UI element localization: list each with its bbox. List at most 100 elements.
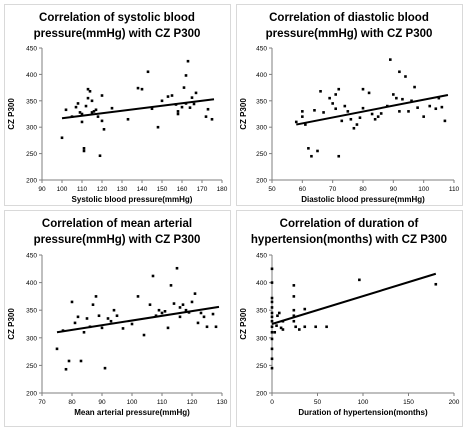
data-point <box>94 295 98 298</box>
y-tick-label: 350 <box>256 308 267 315</box>
data-point <box>410 99 413 103</box>
data-point <box>294 325 297 329</box>
chart-panel: Correlation of duration of hypertension(m… <box>236 210 463 427</box>
y-tick-label: 400 <box>26 72 37 79</box>
y-axis-label: CZ P300 <box>239 98 248 130</box>
data-point <box>404 75 407 78</box>
y-tick-label: 200 <box>26 178 37 185</box>
data-point <box>80 120 84 124</box>
data-point <box>100 119 104 123</box>
x-tick-label: 150 <box>157 186 168 193</box>
data-point <box>301 115 304 118</box>
data-point <box>79 359 83 363</box>
y-tick-label: 450 <box>26 253 37 260</box>
data-point <box>102 128 106 131</box>
data-point <box>156 125 160 129</box>
data-point <box>370 112 374 116</box>
data-point <box>160 99 164 103</box>
y-tick-label: 250 <box>256 151 267 158</box>
data-point <box>270 330 274 334</box>
y-tick-label: 450 <box>256 46 267 53</box>
data-point <box>88 89 92 93</box>
data-point <box>126 117 130 121</box>
y-tick-label: 300 <box>256 125 267 132</box>
data-point <box>214 325 218 329</box>
data-point <box>150 107 154 111</box>
data-point <box>270 337 274 341</box>
panel-border <box>236 4 463 206</box>
data-point <box>292 295 296 298</box>
data-point <box>416 106 419 109</box>
x-tick-label: 100 <box>57 186 68 193</box>
data-point <box>184 74 188 77</box>
y-tick-label: 300 <box>256 335 267 342</box>
data-point <box>130 322 134 326</box>
data-point <box>337 154 341 158</box>
data-point <box>196 321 200 325</box>
data-point <box>85 317 89 320</box>
data-point <box>192 102 196 106</box>
data-point <box>112 308 116 312</box>
y-tick-label: 250 <box>26 151 37 158</box>
data-point <box>160 311 164 315</box>
data-point <box>361 106 365 110</box>
data-point <box>270 366 274 370</box>
y-tick-label: 450 <box>26 46 37 53</box>
data-point <box>270 325 274 329</box>
y-tick-label: 450 <box>256 253 267 260</box>
data-point <box>82 149 86 153</box>
y-tick-label: 250 <box>256 363 267 370</box>
x-tick-label: 130 <box>117 186 128 193</box>
trend-line <box>296 94 449 126</box>
data-point <box>199 311 203 315</box>
chart-title: hypertension(months) with CZ P300 <box>251 234 447 246</box>
data-point <box>355 123 359 126</box>
data-point <box>175 266 179 270</box>
data-point <box>82 330 86 334</box>
data-point <box>109 319 113 323</box>
chart-title: pressure(mmHg) with CZ P300 <box>266 28 433 40</box>
data-point <box>166 326 170 330</box>
x-tick-label: 90 <box>390 186 398 193</box>
x-tick-label: 200 <box>449 399 460 406</box>
data-point <box>270 315 274 319</box>
data-point <box>401 97 404 101</box>
data-point <box>440 105 444 109</box>
data-point <box>157 308 161 312</box>
data-point <box>163 310 167 313</box>
data-point <box>76 315 80 319</box>
x-tick-label: 70 <box>38 399 46 406</box>
data-point <box>273 330 277 334</box>
y-tick-label: 400 <box>256 72 267 79</box>
data-point <box>270 296 274 300</box>
chart-title: Correlation of duration of <box>280 218 419 230</box>
data-point <box>136 295 140 298</box>
data-point <box>313 109 316 112</box>
trend-line <box>56 305 220 334</box>
data-point <box>184 308 188 312</box>
data-point <box>204 115 208 118</box>
data-point <box>270 347 274 351</box>
data-point <box>294 120 298 124</box>
data-point <box>358 116 362 119</box>
x-tick-label: 90 <box>38 186 46 193</box>
data-point <box>211 312 215 316</box>
data-point <box>210 117 214 121</box>
data-point <box>407 110 410 113</box>
x-tick-label: 50 <box>268 186 276 193</box>
data-point <box>361 87 365 91</box>
data-point <box>352 126 356 130</box>
x-axis-label: Duration of hypertension(months) <box>298 408 428 417</box>
data-point <box>176 110 180 113</box>
data-point <box>193 292 197 295</box>
data-point <box>279 326 283 330</box>
data-point <box>276 314 279 318</box>
data-point <box>90 99 94 103</box>
x-tick-label: 90 <box>98 399 106 406</box>
trend-line <box>61 98 215 120</box>
data-point <box>64 108 68 112</box>
data-point <box>74 105 78 109</box>
data-point <box>337 87 341 91</box>
data-point <box>154 314 158 318</box>
